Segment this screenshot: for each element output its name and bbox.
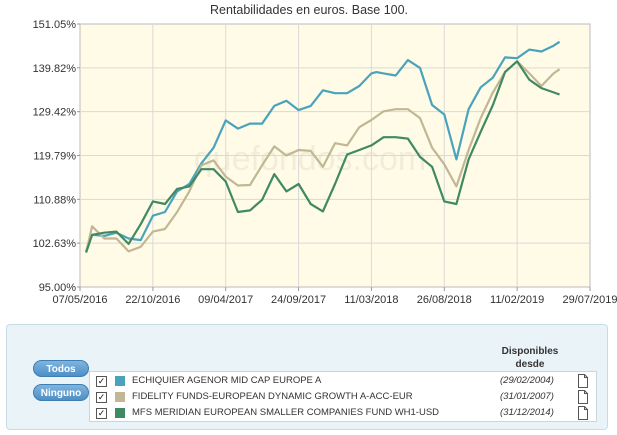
y-tick-label: 151.05% [33,19,77,31]
fund-checkbox[interactable]: ✓ [96,408,107,419]
fund-list: ✓ ECHIQUIER AGENOR MID CAP EUROPE A (29/… [89,371,597,422]
header-line-1: Disponibles [501,346,559,357]
x-tick-label: 11/03/2018 [344,294,398,306]
y-axis-ticks: 151.05% 139.82% 129.42% 119.79% 110.88% 102.6… [33,19,80,294]
x-tick-label: 29/07/2019 [562,294,617,306]
series-line-2 [85,60,561,253]
select-all-button[interactable]: Todos [33,360,89,377]
x-tick-label: 11/02/2019 [490,294,544,306]
fund-since-date: (31/12/2014) [500,407,554,418]
watermark: quefondos.com [194,140,427,178]
x-tick-label: 09/04/2017 [198,294,253,306]
x-tick-label: 07/05/2016 [52,294,107,306]
fund-color-swatch [115,392,125,402]
fund-color-swatch [115,408,125,418]
fund-row-fidelity: ✓ FIDELITY FUNDS-EUROPEAN DYNAMIC GROWTH… [90,389,596,405]
available-since-header: Disponibles desde [485,345,575,371]
performance-chart: Rentabilidades en euros. Base 100. quefo… [33,3,617,306]
fund-since-date: (29/02/2004) [500,375,554,386]
legend-panel: Todos Ninguno Disponibles desde ✓ ECHIQU… [6,324,608,430]
fund-row-echiquier: ✓ ECHIQUIER AGENOR MID CAP EUROPE A (29/… [90,373,596,389]
document-icon[interactable] [577,374,589,388]
y-tick-label: 110.88% [33,194,76,206]
fund-name: ECHIQUIER AGENOR MID CAP EUROPE A [132,375,322,386]
document-icon[interactable] [577,406,589,420]
header-line-2: desde [515,359,545,370]
fund-checkbox[interactable]: ✓ [96,376,107,387]
fund-name: MFS MERIDIAN EUROPEAN SMALLER COMPANIES … [132,407,440,418]
fund-checkbox[interactable]: ✓ [96,392,107,403]
x-tick-label: 26/08/2018 [417,294,472,306]
document-icon[interactable] [577,390,589,404]
fund-name: FIDELITY FUNDS-EUROPEAN DYNAMIC GROWTH A… [132,391,413,402]
y-tick-label: 102.63% [33,238,77,250]
series-line-1 [85,40,561,252]
y-tick-label: 95.00% [39,282,77,294]
fund-color-swatch [115,376,125,386]
series-line-3 [85,60,560,253]
y-tick-label: 129.42% [33,107,77,119]
series-lines [85,40,561,253]
x-tick-label: 24/09/2017 [271,294,326,306]
y-tick-label: 119.79% [33,151,76,163]
gridlines [80,24,590,287]
select-none-button[interactable]: Ninguno [33,384,89,401]
fund-since-date: (31/01/2007) [500,391,554,402]
x-axis-ticks: 07/05/2016 22/10/2016 09/04/2017 24/09/2017… [52,287,617,306]
chart-title: Rentabilidades en euros. Base 100. [210,3,408,17]
fund-row-mfs: ✓ MFS MERIDIAN EUROPEAN SMALLER COMPANIE… [90,405,596,421]
y-tick-label: 139.82% [33,63,77,75]
x-tick-label: 22/10/2016 [125,294,180,306]
